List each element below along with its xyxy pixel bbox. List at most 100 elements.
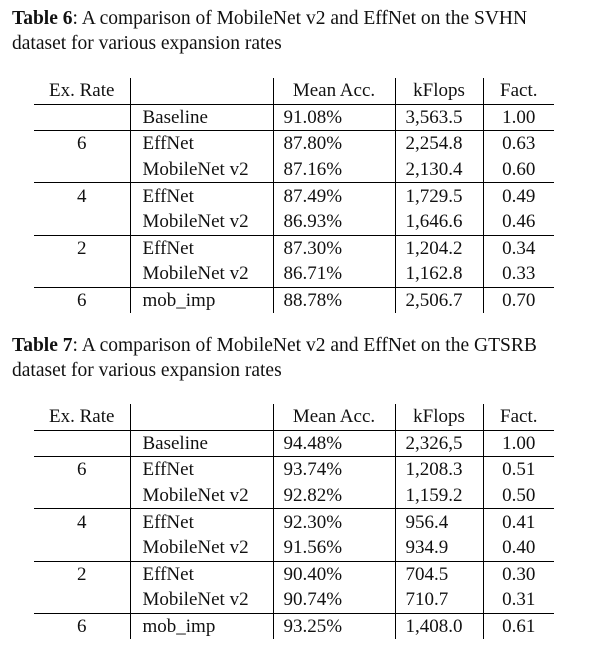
cell-ex-rate: 6 — [34, 612, 131, 640]
cell-kflops: 1,208.3 — [395, 456, 484, 483]
table-row: 6 EffNet 93.74% 1,208.3 0.51 — [34, 456, 554, 483]
table-7: Ex. Rate Mean Acc. kFlops Fact. Baseline… — [34, 404, 554, 640]
table-row: 6 EffNet 87.80% 2,254.8 0.63 — [34, 130, 554, 157]
cell-mean-acc: 91.08% — [273, 104, 396, 131]
table-7-caption: Table 7: A comparison of MobileNet v2 an… — [12, 333, 582, 383]
cell-model: MobileNet v2 — [130, 261, 274, 288]
cell-kflops: 710.7 — [395, 587, 484, 614]
table-row: MobileNet v2 87.16% 2,130.4 0.60 — [34, 156, 554, 183]
cell-ex-rate — [34, 208, 131, 236]
cell-model: mob_imp — [130, 612, 274, 640]
table-row: MobileNet v2 91.56% 934.9 0.40 — [34, 534, 554, 562]
table-6-caption-label: Table 6 — [12, 8, 73, 29]
table-row: Baseline 91.08% 3,563.5 1.00 — [34, 104, 554, 131]
cell-fact: 0.41 — [483, 508, 554, 535]
cell-kflops: 2,326,5 — [395, 430, 484, 457]
cell-kflops: 1,729.5 — [395, 182, 484, 209]
table-row: 4 EffNet 92.30% 956.4 0.41 — [34, 508, 554, 535]
cell-mean-acc: 87.49% — [273, 182, 396, 209]
cell-ex-rate — [34, 587, 131, 614]
table-row: MobileNet v2 90.74% 710.7 0.31 — [34, 587, 554, 614]
table-row: 6 mob_imp 93.25% 1,408.0 0.61 — [34, 612, 554, 640]
cell-kflops: 1,159.2 — [395, 482, 484, 509]
table-row: 4 EffNet 87.49% 1,729.5 0.49 — [34, 182, 554, 209]
cell-fact: 0.60 — [502, 159, 536, 181]
table-row: 2 EffNet 90.40% 704.5 0.30 — [34, 560, 554, 588]
cell-mean-acc: 86.71% — [273, 261, 396, 288]
header-mean-acc: Mean Acc. — [273, 78, 396, 105]
cell-fact: 0.49 — [483, 182, 554, 209]
cell-fact: 0.34 — [483, 234, 554, 262]
cell-ex-rate: 4 — [34, 508, 131, 535]
cell-mean-acc: 92.30% — [273, 508, 396, 535]
cell-ex-rate — [34, 534, 131, 562]
cell-model: EffNet — [130, 182, 274, 209]
cell-fact: 0.63 — [483, 130, 554, 157]
table-row: MobileNet v2 86.71% 1,162.8 0.33 — [34, 261, 554, 288]
header-fact: Fact. — [483, 404, 554, 431]
cell-fact: 1.00 — [502, 432, 536, 454]
cell-ex-rate: 4 — [34, 182, 131, 209]
cell-mean-acc: 91.56% — [273, 534, 396, 562]
cell-ex-rate: 2 — [34, 234, 131, 262]
cell-model: MobileNet v2 — [130, 482, 274, 509]
cell-mean-acc: 93.25% — [273, 612, 396, 640]
cell-model: EffNet — [130, 560, 274, 588]
cell-model: mob_imp — [130, 286, 274, 314]
cell-mean-acc: 94.48% — [273, 430, 396, 457]
cell-kflops: 2,130.4 — [395, 156, 484, 183]
cell-ex-rate — [34, 156, 131, 183]
table-row: 2 EffNet 87.30% 1,204.2 0.34 — [34, 234, 554, 262]
cell-model: MobileNet v2 — [130, 534, 274, 562]
table-header-row: Ex. Rate Mean Acc. kFlops Fact. — [34, 404, 554, 431]
cell-model: Baseline — [130, 104, 274, 131]
header-kflops: kFlops — [395, 404, 484, 431]
cell-kflops: 1,408.0 — [395, 612, 484, 640]
cell-kflops: 1,204.2 — [395, 234, 484, 262]
cell-fact: 0.33 — [502, 263, 536, 285]
cell-fact: 0.70 — [483, 286, 554, 314]
cell-model: EffNet — [130, 508, 274, 535]
table-6-caption-text: : A comparison of MobileNet v2 and EffNe… — [12, 8, 528, 54]
cell-fact: 1.00 — [502, 106, 536, 128]
cell-kflops: 934.9 — [395, 534, 484, 562]
table-6: Ex. Rate Mean Acc. kFlops Fact. Baseline… — [34, 78, 554, 314]
cell-fact: 0.31 — [502, 589, 536, 611]
cell-ex-rate — [34, 261, 131, 288]
table-row: MobileNet v2 92.82% 1,159.2 0.50 — [34, 482, 554, 509]
cell-kflops: 704.5 — [395, 560, 484, 588]
header-model — [130, 78, 274, 105]
header-fact: Fact. — [483, 78, 554, 105]
cell-model: MobileNet v2 — [130, 587, 274, 614]
cell-model: Baseline — [130, 430, 274, 457]
cell-mean-acc: 87.80% — [273, 130, 396, 157]
table-row: 6 mob_imp 88.78% 2,506.7 0.70 — [34, 286, 554, 314]
cell-kflops: 2,254.8 — [395, 130, 484, 157]
header-ex-rate: Ex. Rate — [34, 78, 131, 105]
table-6-caption: Table 6: A comparison of MobileNet v2 an… — [12, 6, 582, 56]
header-model — [130, 404, 274, 431]
table-row: MobileNet v2 86.93% 1,646.6 0.46 — [34, 208, 554, 236]
cell-kflops: 3,563.5 — [395, 104, 484, 131]
cell-ex-rate: 2 — [34, 560, 131, 588]
cell-kflops: 1,646.6 — [395, 208, 484, 236]
cell-mean-acc: 90.74% — [273, 587, 396, 614]
cell-model: MobileNet v2 — [130, 208, 274, 236]
cell-model: EffNet — [130, 456, 274, 483]
cell-ex-rate: 6 — [34, 456, 131, 483]
cell-fact: 0.51 — [483, 456, 554, 483]
cell-fact: 0.30 — [483, 560, 554, 588]
cell-model: MobileNet v2 — [130, 156, 274, 183]
cell-ex-rate — [34, 430, 131, 457]
cell-ex-rate: 6 — [34, 130, 131, 157]
header-kflops: kFlops — [395, 78, 484, 105]
cell-mean-acc: 86.93% — [273, 208, 396, 236]
cell-ex-rate: 6 — [34, 286, 131, 314]
cell-ex-rate — [34, 104, 131, 131]
cell-kflops: 1,162.8 — [395, 261, 484, 288]
cell-model: EffNet — [130, 130, 274, 157]
table-7-caption-text: : A comparison of MobileNet v2 and EffNe… — [12, 335, 537, 381]
header-mean-acc: Mean Acc. — [273, 404, 396, 431]
cell-kflops: 2,506.7 — [395, 286, 484, 314]
cell-fact: 0.50 — [502, 485, 536, 507]
